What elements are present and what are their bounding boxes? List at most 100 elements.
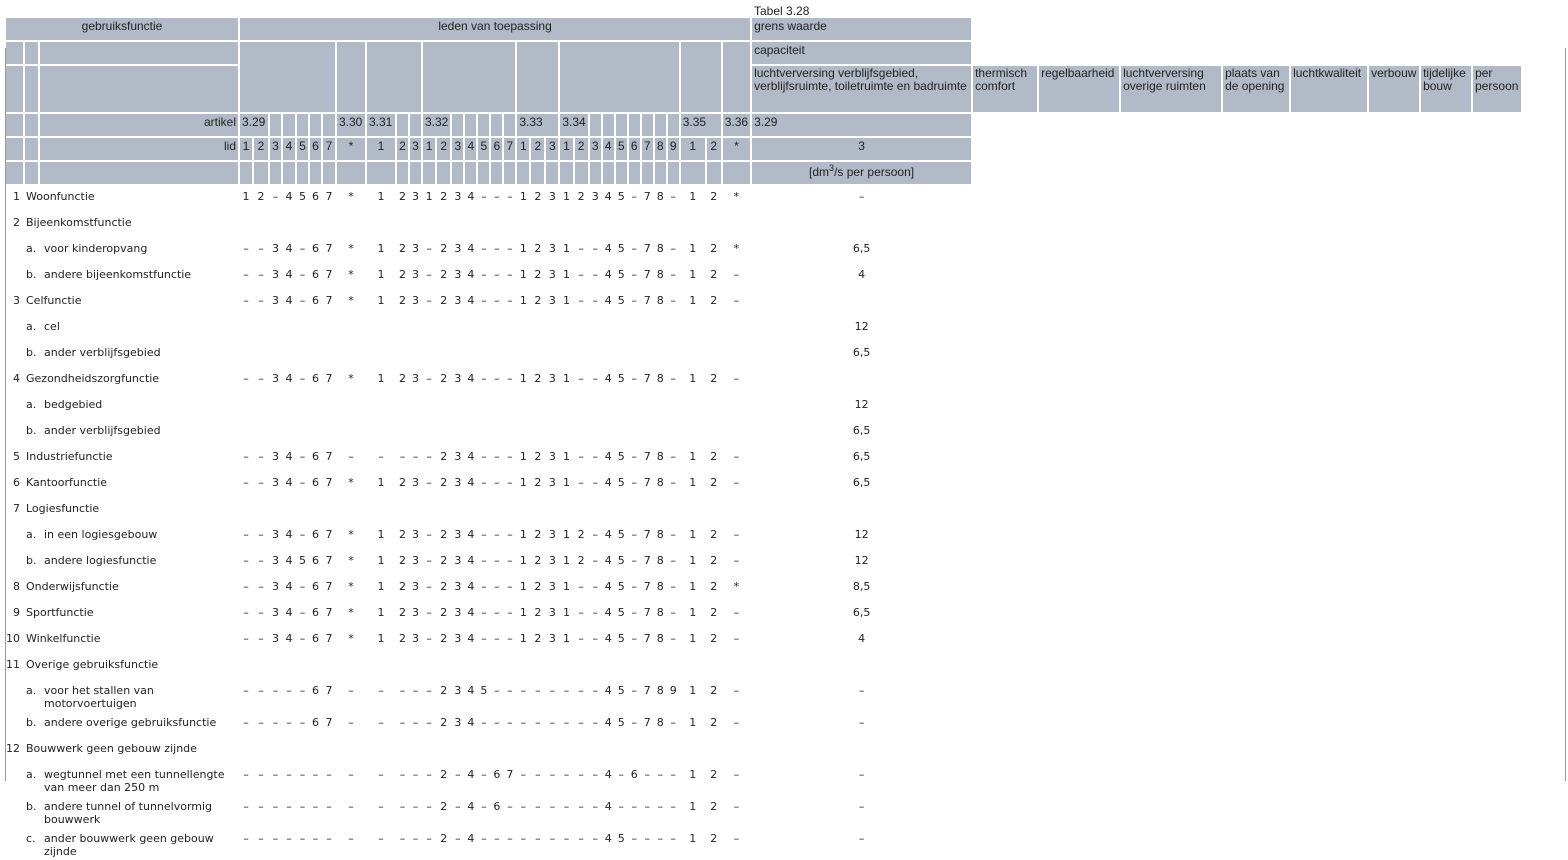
lid-value: – — [243, 528, 249, 541]
lid-value — [270, 394, 281, 418]
lid-value — [504, 420, 515, 444]
lid-value: 6 — [493, 800, 501, 813]
lid-value — [337, 420, 365, 444]
lid-value: 1 — [562, 606, 570, 619]
header-row-lid: lid 1 2 3 4 5 6 7 * 1 2 3 1 2 3 4 5 6 7 1 2 3 1 2 3 4 5 6 7 8 9 1 2 * 3 — [6, 138, 1521, 160]
lid-value — [283, 342, 295, 366]
artikel-label: artikel — [40, 114, 238, 136]
lid-value — [423, 498, 435, 522]
lid-value: 2 — [440, 268, 448, 281]
header-empty-cell — [465, 114, 477, 136]
lid-value: 8 — [656, 716, 664, 729]
lid-value: 2 — [440, 294, 448, 307]
lid-value — [681, 394, 705, 418]
lid-value: – — [535, 768, 541, 781]
lid-value: * — [733, 242, 740, 255]
lid-value: – — [592, 372, 598, 385]
lid-value: – — [399, 768, 406, 781]
lid-value: 7 — [325, 242, 333, 255]
lid-value: – — [426, 580, 432, 593]
lid-value: – — [535, 684, 541, 697]
grens-value: 12 — [854, 528, 869, 541]
header-article-group — [517, 42, 559, 112]
lid-value — [283, 498, 295, 522]
lid-value: 2 — [440, 450, 448, 463]
lid-value — [681, 498, 705, 522]
lid-value: 1 — [689, 268, 697, 281]
lid-value — [310, 420, 321, 444]
lid-value: – — [426, 242, 432, 255]
lid-value: * — [348, 268, 354, 281]
lid-value: – — [299, 528, 306, 541]
lid-value: 8 — [656, 294, 664, 307]
lid-value: 8 — [656, 580, 664, 593]
lid-value — [240, 420, 252, 444]
lid-value — [629, 420, 640, 444]
lid-value: 9 — [669, 684, 677, 697]
lid-value — [465, 420, 476, 444]
function-label: Bijeenkomstfunctie — [26, 216, 132, 229]
lid-value — [283, 420, 295, 444]
lid-value — [560, 498, 572, 522]
lid-value — [478, 394, 489, 418]
lid-value: 7 — [325, 294, 333, 307]
lid-value: 5 — [617, 632, 625, 645]
lid-value: 3 — [412, 554, 419, 567]
lid-value: 3 — [548, 372, 556, 385]
lid-value: 3 — [548, 294, 556, 307]
header-empty-cell — [452, 162, 464, 184]
row-number: 11 — [6, 658, 20, 671]
sub-item: b. ander verblijfsgebied — [26, 424, 238, 437]
sub-marker: b. — [26, 554, 37, 567]
header-empty-cell — [478, 162, 490, 184]
lid-value: – — [507, 580, 513, 593]
lid-value: 6 — [312, 372, 319, 385]
lid-number: 2 — [254, 138, 268, 160]
lid-value: – — [272, 832, 279, 845]
row-label: Celfunctie — [25, 290, 238, 314]
lid-value — [437, 498, 450, 522]
lid-value: – — [378, 800, 384, 813]
lid-value — [655, 342, 666, 366]
lid-value: 7 — [643, 632, 651, 645]
lid-value: – — [348, 684, 354, 697]
lid-value: * — [348, 294, 354, 307]
row-number — [6, 712, 23, 736]
lid-value: – — [258, 372, 264, 385]
header-empty-cell — [337, 162, 365, 184]
lid-value: – — [631, 268, 637, 281]
sub-item: a. voor het stallen van motorvoertuigen — [26, 684, 238, 710]
lid-value: 4 — [604, 294, 612, 307]
lid-value: 3 — [548, 450, 556, 463]
lid-value — [655, 394, 666, 418]
header-empty-cell — [654, 162, 666, 184]
lid-value: – — [481, 632, 487, 645]
lid-value: 2 — [440, 684, 448, 697]
lid-value: – — [733, 684, 740, 697]
lid-value — [655, 654, 666, 678]
lid-value — [629, 212, 640, 236]
table-row: 12 Bouwwerk geen gebouw zijnde — [6, 738, 1521, 762]
lid-value — [397, 738, 408, 762]
lid-value: – — [348, 450, 354, 463]
header-empty-cell — [254, 162, 268, 184]
lid-value — [491, 738, 502, 762]
lid-value: 8 — [656, 528, 664, 541]
sub-marker: c. — [26, 832, 36, 845]
lid-value: 7 — [643, 606, 651, 619]
lid-value — [410, 212, 421, 236]
artikel-number: 3.31 — [367, 114, 395, 136]
lid-value: – — [258, 268, 264, 281]
lid-value: – — [733, 554, 740, 567]
lid-value — [681, 342, 705, 366]
header-empty-cell — [25, 162, 38, 184]
lid-value: 4 — [285, 528, 293, 541]
lid-value — [504, 342, 515, 366]
lid-value — [642, 738, 653, 762]
lid-value: 2 — [534, 242, 542, 255]
lid-value: – — [326, 832, 332, 845]
lid-value: – — [618, 768, 624, 781]
lid-value: 1 — [689, 606, 697, 619]
lid-value — [517, 654, 529, 678]
lid-value: – — [592, 632, 598, 645]
